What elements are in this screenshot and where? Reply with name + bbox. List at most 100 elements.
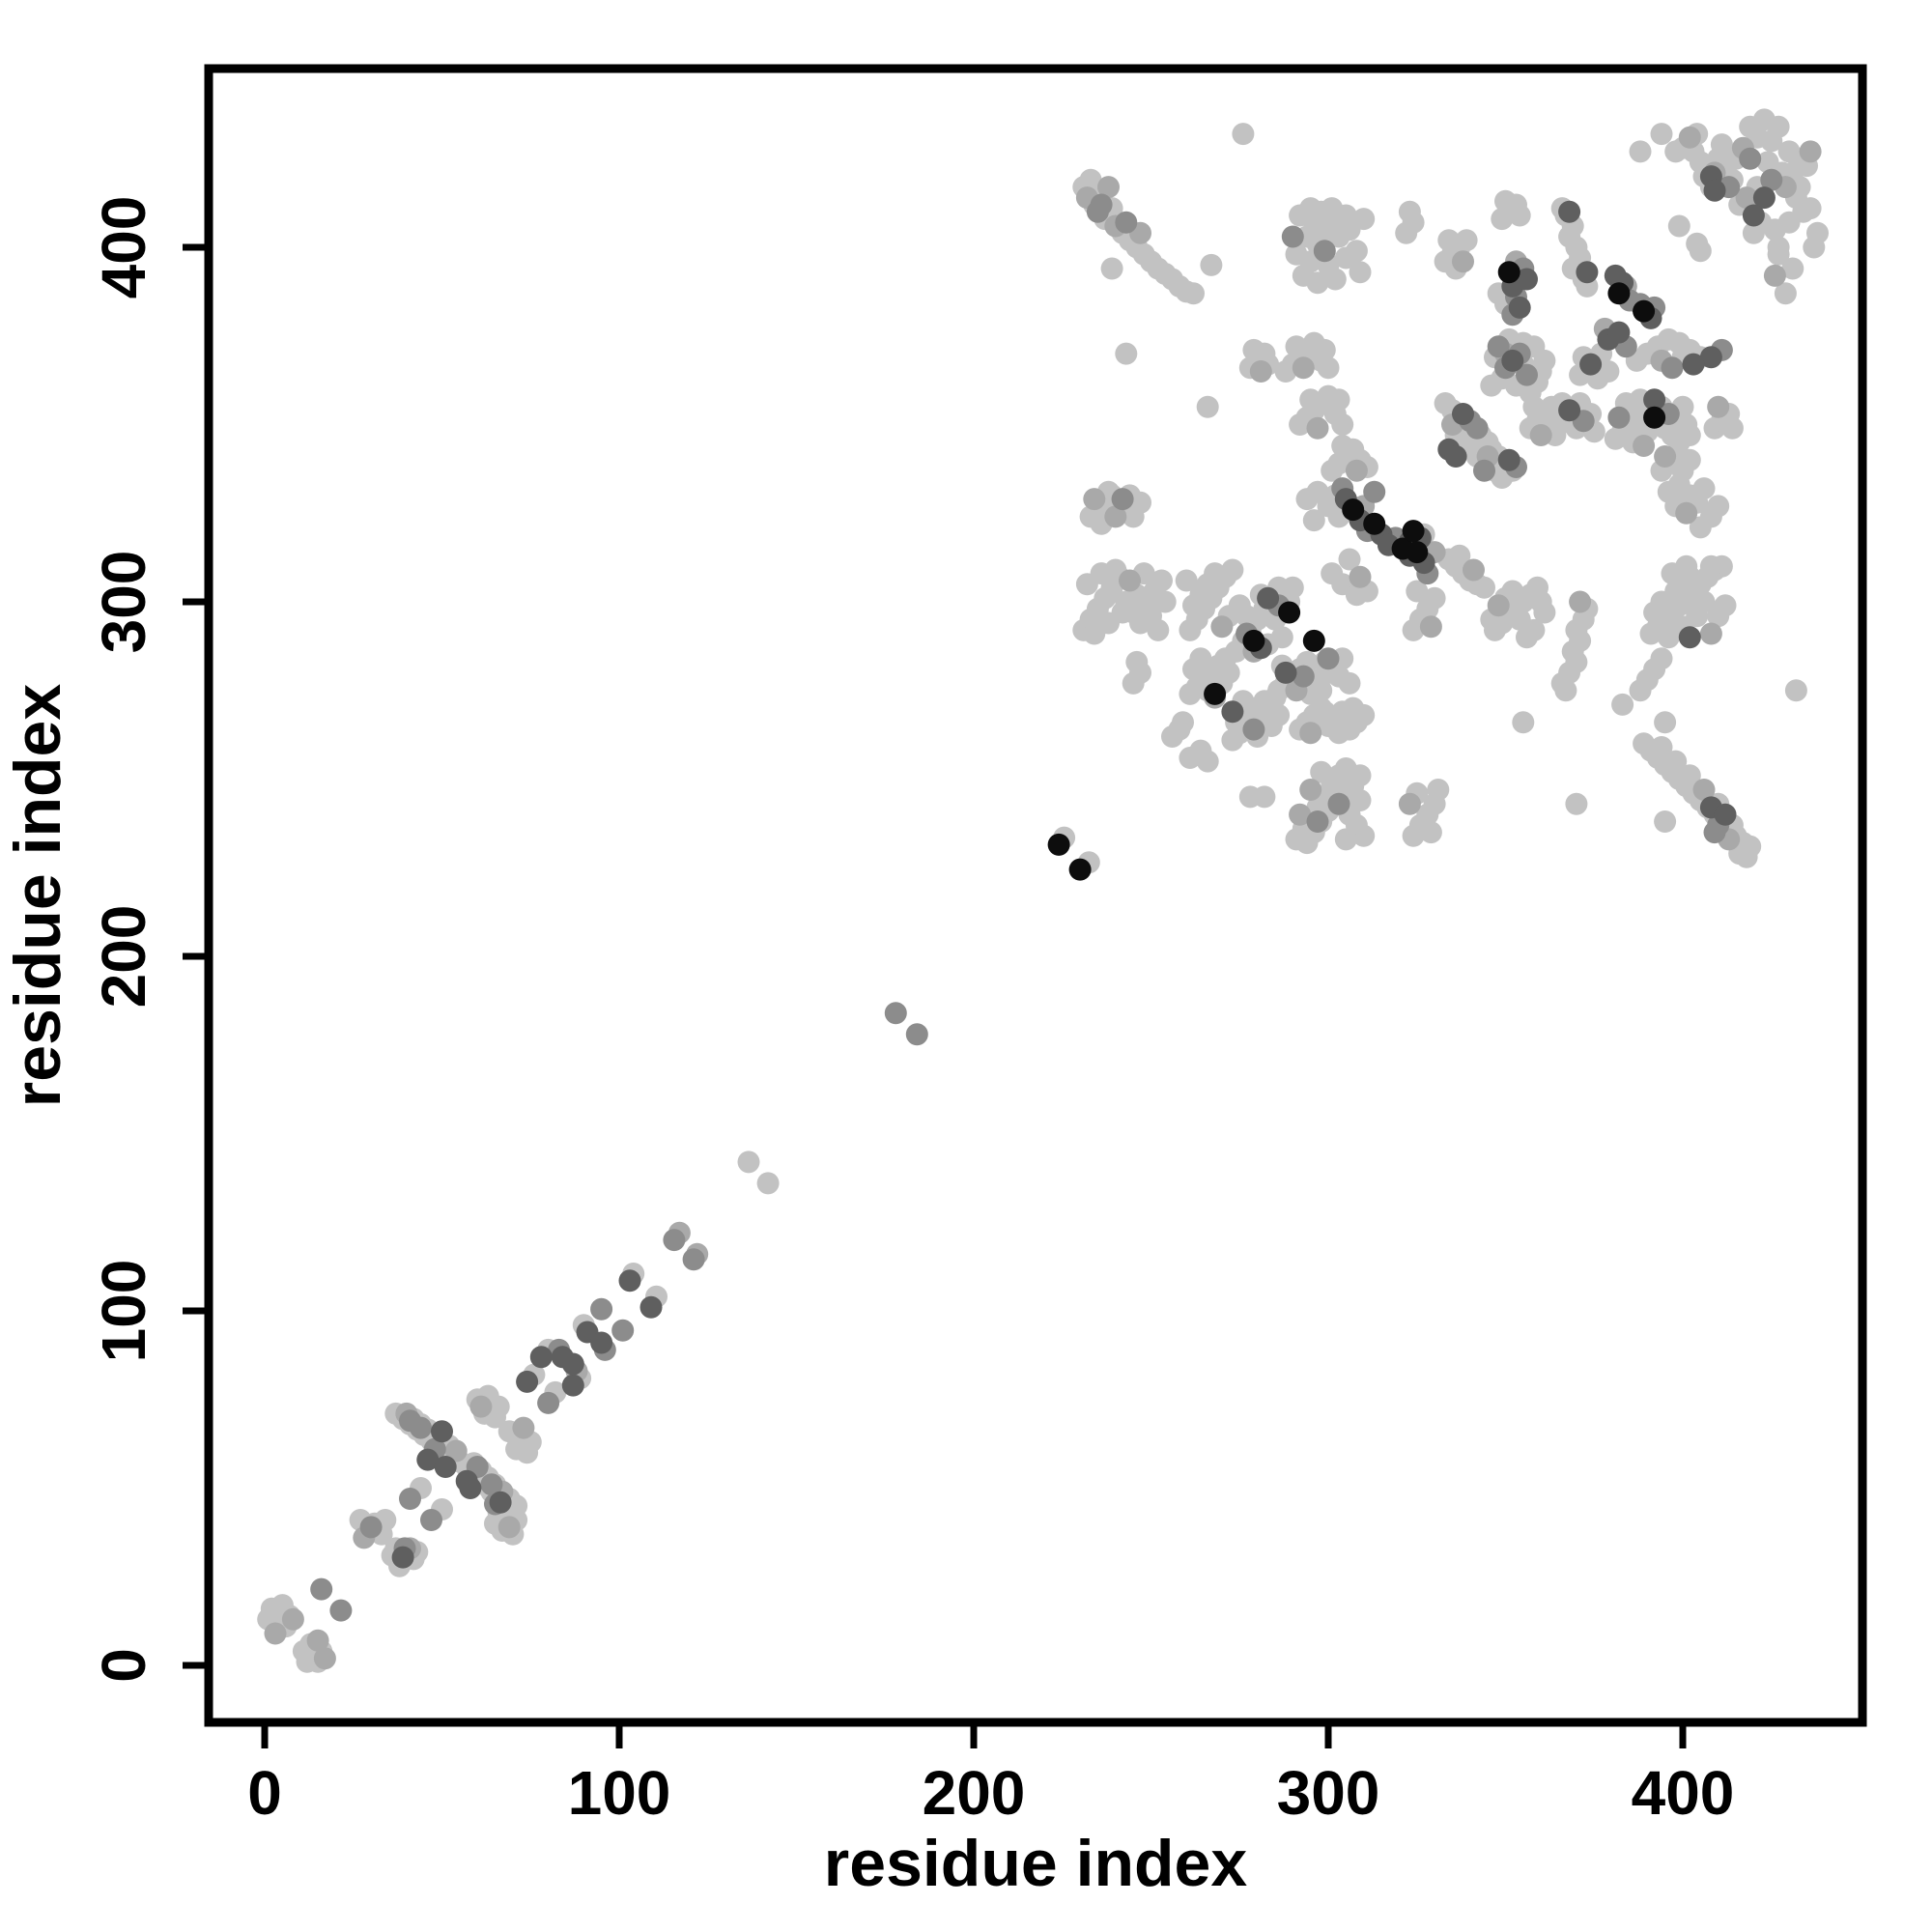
data-point — [1196, 395, 1219, 418]
data-point — [1047, 833, 1070, 856]
data-point — [1763, 264, 1786, 287]
data-points-layer — [257, 108, 1829, 1673]
data-point — [639, 1295, 663, 1319]
data-point — [1228, 594, 1251, 617]
data-point — [1419, 821, 1442, 844]
data-point — [1529, 590, 1552, 613]
data-point — [1352, 824, 1376, 847]
data-point — [1667, 214, 1690, 238]
y-axis: 0 100 200 300 400 — [89, 196, 209, 1683]
data-point — [1437, 229, 1461, 252]
data-point — [313, 1647, 336, 1670]
data-point — [1306, 810, 1329, 833]
data-point — [1232, 123, 1255, 146]
data-point — [1323, 268, 1347, 291]
data-point — [1115, 211, 1138, 234]
data-point — [1267, 703, 1291, 726]
y-tick-label: 100 — [89, 1260, 158, 1363]
data-point — [1654, 711, 1677, 734]
data-point — [1452, 250, 1474, 273]
data-point — [1508, 296, 1531, 319]
data-point — [480, 1473, 503, 1496]
data-point — [590, 1331, 613, 1354]
data-point — [1699, 554, 1722, 578]
data-point — [1306, 416, 1329, 440]
data-point — [1799, 197, 1822, 220]
data-point — [1699, 622, 1722, 645]
data-point — [1100, 257, 1123, 280]
data-point — [1703, 821, 1726, 844]
data-point — [1204, 682, 1227, 705]
data-point — [1689, 240, 1712, 263]
data-point — [1317, 647, 1340, 670]
data-point — [1707, 495, 1730, 518]
data-point — [1327, 792, 1350, 815]
data-point — [905, 1023, 928, 1046]
data-point — [310, 1577, 333, 1601]
data-point — [1281, 225, 1304, 248]
data-point — [306, 1629, 329, 1652]
data-point — [359, 1516, 383, 1539]
data-point — [1767, 242, 1790, 266]
data-point — [1299, 722, 1322, 745]
data-point — [1607, 282, 1631, 305]
data-point — [1742, 221, 1765, 244]
data-point — [489, 1491, 512, 1514]
data-point — [1781, 257, 1804, 280]
data-point — [1352, 208, 1376, 231]
data-point — [1175, 569, 1198, 592]
data-point — [884, 1002, 907, 1025]
data-point — [1703, 179, 1726, 202]
data-point — [1204, 562, 1227, 585]
data-point — [1650, 736, 1673, 758]
data-point — [1760, 168, 1783, 191]
data-point — [1611, 693, 1634, 716]
data-point — [1249, 360, 1272, 383]
data-point — [1692, 779, 1716, 801]
data-point — [1111, 488, 1134, 511]
data-point — [1643, 601, 1666, 624]
data-point — [1292, 356, 1315, 380]
data-point — [1289, 803, 1312, 826]
data-point — [1172, 711, 1194, 734]
data-point — [1678, 764, 1701, 787]
data-point — [1313, 700, 1336, 724]
data-point — [399, 1409, 421, 1433]
x-tick-label: 300 — [1277, 1758, 1380, 1828]
y-tick-label: 200 — [89, 905, 158, 1009]
data-point — [1182, 282, 1205, 305]
data-point — [455, 1469, 478, 1492]
data-point — [1363, 512, 1386, 535]
y-axis-title: residue index — [1, 684, 74, 1108]
data-point — [1465, 416, 1489, 440]
data-point — [1735, 186, 1758, 210]
data-point — [391, 1546, 414, 1569]
data-point — [1473, 576, 1495, 599]
data-point — [1423, 586, 1446, 610]
data-point — [1242, 338, 1265, 361]
data-point — [1115, 342, 1138, 365]
data-point — [1806, 221, 1829, 244]
data-point — [444, 1439, 468, 1463]
data-point — [1579, 353, 1603, 376]
data-point — [1699, 346, 1722, 369]
data-point — [1363, 480, 1386, 503]
x-tick-label: 400 — [1632, 1758, 1735, 1828]
data-point — [416, 1448, 440, 1471]
data-point — [1643, 388, 1666, 412]
data-point — [1516, 363, 1538, 386]
data-point — [1327, 665, 1350, 688]
data-point — [1678, 126, 1701, 149]
data-point — [1654, 810, 1677, 833]
data-point — [1643, 406, 1666, 429]
data-point — [1650, 123, 1673, 146]
data-point — [1253, 690, 1276, 713]
data-point — [516, 1370, 539, 1393]
data-point — [1710, 133, 1733, 156]
data-point — [1097, 176, 1120, 199]
data-point — [1153, 590, 1177, 613]
x-tick-label: 0 — [247, 1758, 282, 1828]
data-point — [1406, 541, 1429, 564]
data-point — [1331, 435, 1354, 457]
